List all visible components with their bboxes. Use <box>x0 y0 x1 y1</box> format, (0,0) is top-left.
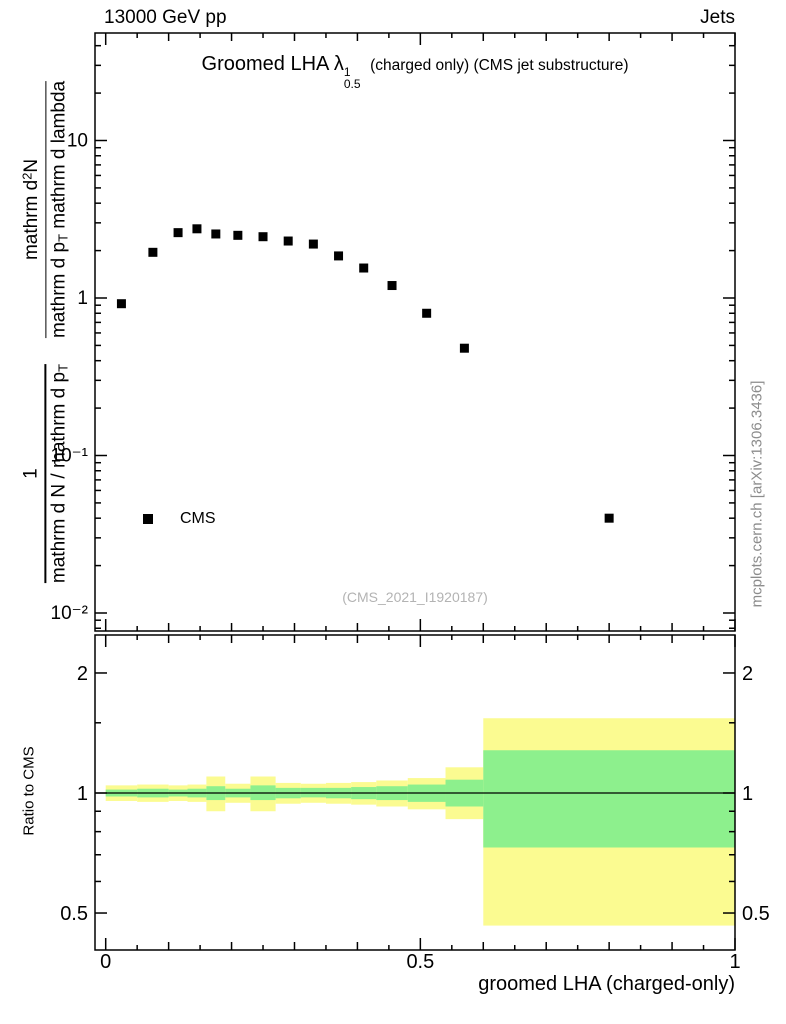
frac2-num-text: mathrm d <box>21 179 43 261</box>
svg-text:2: 2 <box>742 663 753 685</box>
title-prefix: Groomed LHA <box>201 53 329 75</box>
frac2-num-superscript: 2 <box>19 172 35 180</box>
lambda-superscript: 1 <box>343 65 351 79</box>
lambda-scripts: 1 0.5 <box>344 66 361 90</box>
svg-text:2: 2 <box>77 663 88 685</box>
svg-text:0: 0 <box>100 951 111 973</box>
frac2-numerator: mathrm d2N <box>19 158 43 261</box>
analysis-category-label: Jets <box>700 7 735 28</box>
y-axis-fraction-1: 1 mathrm d N / mathrm d pT <box>20 364 71 584</box>
beam-energy-label: 13000 GeV pp <box>104 7 227 28</box>
title-qualifier: (charged only) (CMS jet substructure) <box>370 57 629 74</box>
ratio-y-axis-title: Ratio to CMS <box>20 746 38 836</box>
y-axis-title: 1 mathrm d N / mathrm d pT mathrm d2N ma… <box>19 80 72 584</box>
frac1-den-text: mathrm d N / mathrm d p <box>48 371 70 584</box>
legend-label: CMS <box>180 510 216 527</box>
frac1-den-subscript: T <box>55 364 71 372</box>
legend-marker-square <box>143 514 153 524</box>
svg-text:10⁻¹: 10⁻¹ <box>51 446 89 467</box>
frac2-den-subscript: T <box>55 234 71 242</box>
svg-text:10⁻²: 10⁻² <box>51 603 89 624</box>
plot-title: Groomed LHA λ 1 0.5 (charged only) (CMS je… <box>95 53 735 90</box>
frac2-den-text2: mathrm d lambda <box>48 80 70 235</box>
fraction-bar <box>44 364 47 584</box>
watermark: (CMS_2021_I1920187) <box>342 589 488 605</box>
svg-text:1: 1 <box>77 783 88 805</box>
x-axis-title: groomed LHA (charged-only) <box>478 973 735 995</box>
frac1-denominator: mathrm d N / mathrm d pT <box>48 364 71 583</box>
frac2-num-text2: N <box>21 158 43 173</box>
lambda-symbol: λ <box>333 53 344 75</box>
y-axis-fraction-2: mathrm d2N mathrm d pT mathrm d lambda <box>19 80 72 339</box>
frac2-denominator: mathrm d pT mathrm d lambda <box>49 81 72 338</box>
legend: CMS <box>143 510 216 528</box>
frac2-den-text: mathrm d p <box>48 241 70 339</box>
y-axis-title-content: 1 mathrm d N / mathrm d pT mathrm d2N ma… <box>19 80 72 584</box>
mcplots-credit: mcplots.cern.ch [arXiv:1306.3436] <box>748 380 766 608</box>
svg-text:1: 1 <box>77 288 88 309</box>
frac1-numerator: 1 <box>20 468 42 479</box>
svg-text:1: 1 <box>729 951 740 973</box>
svg-text:0.5: 0.5 <box>60 903 88 925</box>
svg-text:0.5: 0.5 <box>406 951 434 973</box>
svg-text:0.5: 0.5 <box>742 903 770 925</box>
svg-text:1: 1 <box>742 783 753 805</box>
fraction-bar <box>45 80 47 339</box>
svg-text:10: 10 <box>67 131 88 152</box>
lambda-subscript: 0.5 <box>343 77 361 91</box>
